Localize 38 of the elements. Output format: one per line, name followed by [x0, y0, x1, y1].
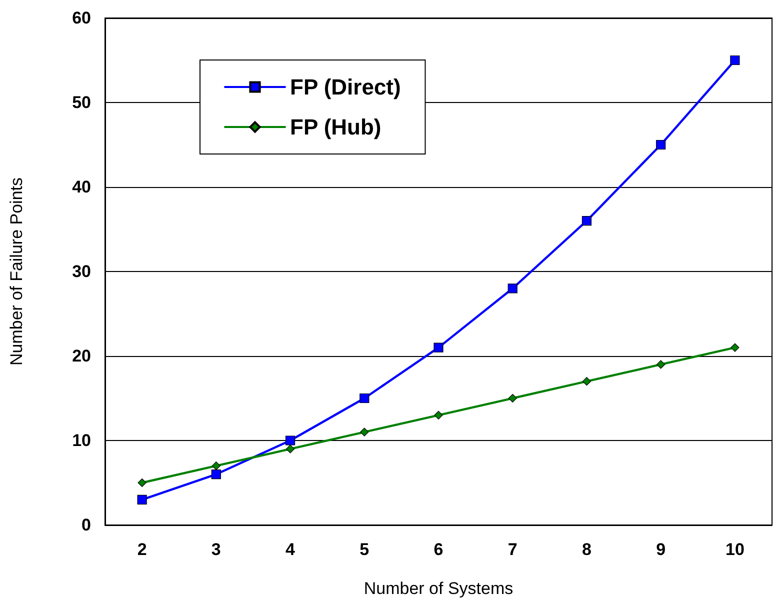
y-tick-label: 10: [72, 431, 91, 450]
point: [582, 216, 592, 226]
x-tick-label: 6: [434, 540, 444, 559]
point: [730, 343, 740, 352]
point: [434, 342, 444, 352]
point: [286, 444, 295, 454]
y-tick-label: 40: [72, 178, 91, 196]
x-tick-label: 5: [360, 540, 370, 559]
point: [211, 470, 221, 480]
y-tick-label: 20: [72, 346, 91, 366]
x-tick-label: 4: [286, 540, 296, 559]
point: [730, 55, 740, 66]
point: [582, 377, 592, 386]
point: [285, 436, 296, 446]
point: [508, 394, 517, 403]
point: [508, 284, 518, 294]
x-tick-label: 8: [582, 540, 592, 559]
x-tick-label: 2: [137, 540, 147, 559]
legend-label: FP (Hub): [290, 114, 382, 140]
point: [656, 140, 666, 150]
point: [360, 428, 369, 436]
x-axis-title: Number of Systems: [364, 579, 514, 598]
y-tick-label: 30: [72, 262, 91, 281]
y-tick-label: 60: [72, 8, 91, 28]
point: [138, 478, 146, 488]
point: [212, 462, 220, 470]
x-tick-label: 10: [725, 540, 744, 559]
point: [360, 393, 370, 404]
y-tick-label: 0: [82, 516, 91, 534]
point: [656, 360, 666, 369]
x-tick-label: 9: [656, 540, 666, 559]
x-tick-label: 7: [508, 540, 518, 559]
point: [137, 494, 147, 504]
y-tick-label: 50: [72, 93, 91, 112]
legend-label: FP (Direct): [290, 74, 401, 100]
y-axis-title: Number of Failure Points: [7, 177, 26, 366]
x-tick-label: 3: [211, 540, 221, 559]
point: [434, 410, 443, 420]
